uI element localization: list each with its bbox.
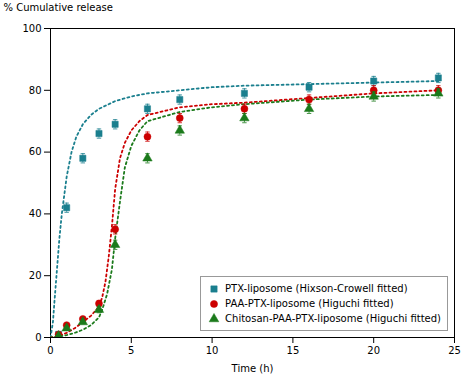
- html-text:Chitosan-PAA-PTX-liposome (Hig: Chitosan-PAA-PTX-liposome (Higuchi fitte…: [225, 313, 441, 324]
- svg-text:40: 40: [29, 208, 42, 219]
- svg-text:20: 20: [29, 270, 42, 281]
- svg-text:15: 15: [287, 345, 300, 356]
- svg-text:80: 80: [29, 85, 42, 96]
- svg-text:10: 10: [206, 345, 219, 356]
- svg-text:Time (h): Time (h): [231, 363, 274, 374]
- html-text:PAA-PTX-liposome (Higuchi fitt: PAA-PTX-liposome (Higuchi fitted): [225, 298, 394, 309]
- svg-text:0: 0: [47, 345, 53, 356]
- svg-text:100: 100: [22, 23, 41, 34]
- svg-text:60: 60: [29, 146, 42, 157]
- svg-text:% Cumulative release: % Cumulative release: [4, 2, 113, 13]
- svg-text:0: 0: [35, 332, 41, 343]
- svg-text:25: 25: [448, 345, 461, 356]
- html-text:PTX-liposome (Hixson-Crowell f: PTX-liposome (Hixson-Crowell fitted): [225, 283, 408, 294]
- svg-text:20: 20: [367, 345, 380, 356]
- svg-text:5: 5: [128, 345, 134, 356]
